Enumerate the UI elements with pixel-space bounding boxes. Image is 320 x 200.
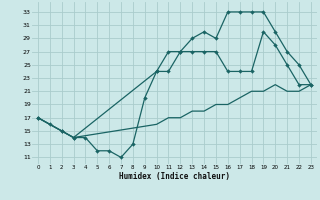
X-axis label: Humidex (Indice chaleur): Humidex (Indice chaleur) xyxy=(119,172,230,181)
